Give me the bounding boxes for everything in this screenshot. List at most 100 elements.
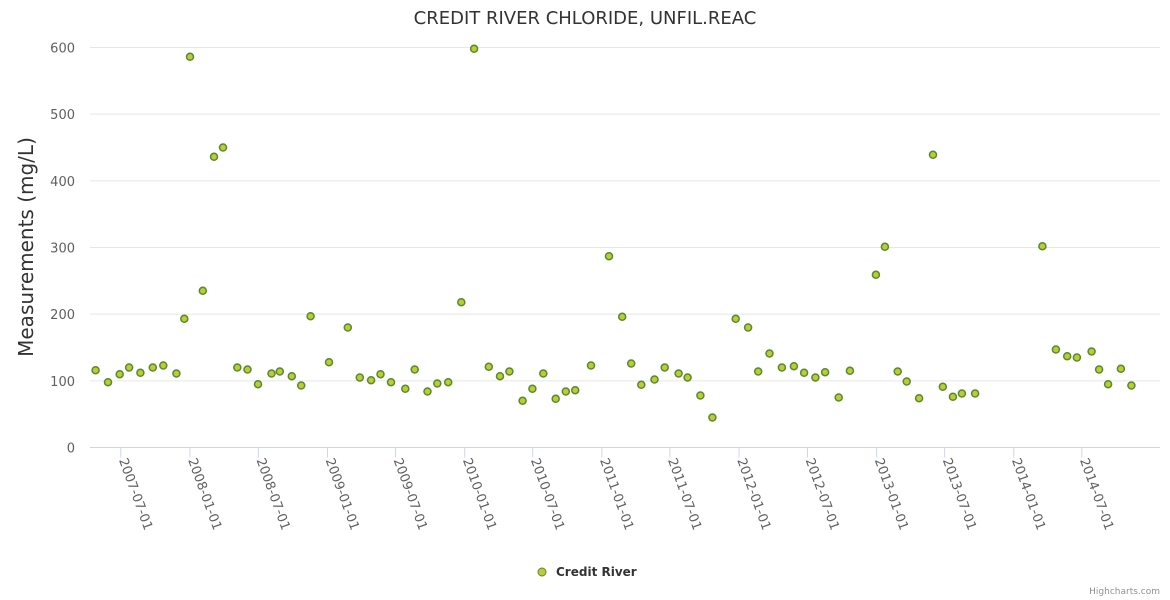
y-tick-label: 0	[67, 442, 75, 457]
data-point[interactable]	[218, 143, 228, 152]
data-point[interactable]	[811, 373, 820, 382]
data-point[interactable]	[115, 369, 124, 379]
data-point[interactable]	[938, 382, 948, 392]
data-point[interactable]	[324, 357, 334, 367]
data-point[interactable]	[731, 314, 740, 324]
data-point[interactable]	[696, 391, 705, 400]
data-point[interactable]	[561, 387, 571, 396]
data-point[interactable]	[505, 367, 514, 376]
data-point[interactable]	[743, 323, 753, 332]
data-point[interactable]	[914, 393, 924, 403]
data-point[interactable]	[306, 311, 315, 321]
data-point[interactable]	[539, 369, 548, 378]
data-point[interactable]	[443, 377, 453, 387]
data-point[interactable]	[902, 377, 911, 386]
y-tick-label: 500	[50, 108, 75, 123]
data-point[interactable]	[604, 251, 614, 261]
data-point[interactable]	[570, 385, 580, 395]
data-point[interactable]	[376, 369, 385, 379]
data-point[interactable]	[970, 389, 980, 398]
data-point[interactable]	[1072, 353, 1082, 362]
legend-label[interactable]: Credit River	[556, 565, 637, 579]
data-point[interactable]	[637, 380, 646, 390]
data-point[interactable]	[777, 363, 787, 372]
data-point[interactable]	[650, 375, 659, 384]
data-point[interactable]	[551, 394, 560, 404]
data-point[interactable]	[366, 375, 376, 385]
data-point[interactable]	[753, 367, 763, 376]
y-tick-label: 400	[50, 175, 75, 190]
y-axis-ticks: 0 100 200 300 400 500 600	[50, 42, 75, 457]
data-point[interactable]	[660, 363, 669, 372]
y-axis-label: Measurements (mg/L)	[14, 137, 38, 357]
data-point[interactable]	[1103, 379, 1113, 389]
data-point[interactable]	[124, 363, 134, 372]
data-point[interactable]	[1038, 241, 1047, 251]
data-point[interactable]	[880, 242, 890, 252]
data-point[interactable]	[410, 365, 419, 374]
data-point[interactable]	[386, 377, 396, 387]
legend-marker[interactable]	[537, 567, 547, 577]
data-point[interactable]	[1127, 381, 1136, 390]
data-point[interactable]	[1116, 364, 1126, 374]
data-point[interactable]	[495, 371, 505, 381]
data-point[interactable]	[423, 387, 432, 396]
chart-title: CREDIT RIVER CHLORIDE, UNFIL.REAC	[414, 8, 757, 29]
data-point[interactable]	[674, 369, 683, 378]
data-point[interactable]	[957, 389, 967, 398]
data-point[interactable]	[180, 314, 189, 324]
data-point[interactable]	[1051, 345, 1061, 354]
data-point[interactable]	[708, 413, 717, 422]
data-point[interactable]	[484, 362, 494, 372]
data-point[interactable]	[626, 359, 636, 368]
data-point[interactable]	[343, 323, 353, 332]
data-point[interactable]	[185, 52, 195, 62]
data-point[interactable]	[287, 371, 297, 381]
data-point[interactable]	[103, 377, 113, 387]
data-point[interactable]	[136, 368, 145, 378]
data-point[interactable]	[469, 44, 479, 54]
data-point[interactable]	[457, 297, 466, 307]
data-point[interactable]	[296, 381, 306, 390]
data-point[interactable]	[948, 392, 958, 402]
data-point[interactable]	[928, 150, 938, 160]
data-point[interactable]	[275, 367, 285, 376]
data-point[interactable]	[893, 367, 902, 376]
data-point[interactable]	[253, 379, 263, 389]
data-point[interactable]	[789, 361, 799, 371]
data-point[interactable]	[243, 365, 252, 374]
data-point[interactable]	[871, 270, 881, 280]
data-point[interactable]	[799, 368, 809, 378]
data-point[interactable]	[198, 286, 208, 296]
legend[interactable]: Credit River	[537, 565, 637, 579]
data-point[interactable]	[820, 367, 830, 377]
data-point[interactable]	[159, 361, 168, 370]
data-point[interactable]	[617, 312, 627, 322]
y-tick-label: 300	[50, 242, 75, 257]
y-tick-label: 600	[50, 42, 75, 57]
data-point[interactable]	[834, 393, 843, 402]
data-point[interactable]	[355, 373, 365, 382]
data-point[interactable]	[91, 365, 100, 375]
data-point[interactable]	[845, 366, 855, 376]
data-point[interactable]	[765, 349, 774, 358]
data-point[interactable]	[528, 384, 537, 394]
data-point[interactable]	[683, 373, 692, 382]
data-point[interactable]	[1094, 365, 1104, 374]
data-point[interactable]	[433, 379, 442, 388]
data-point[interactable]	[401, 384, 410, 394]
data-point[interactable]	[267, 369, 276, 378]
data-point[interactable]	[209, 152, 219, 162]
data-point[interactable]	[586, 361, 596, 370]
grid-lines	[90, 47, 1160, 382]
y-tick-label: 100	[50, 375, 75, 390]
series-credit-river[interactable]	[91, 44, 1136, 422]
data-point[interactable]	[1087, 347, 1096, 356]
data-point[interactable]	[518, 396, 527, 406]
data-point[interactable]	[148, 363, 158, 372]
data-point[interactable]	[1062, 351, 1072, 361]
data-point[interactable]	[172, 369, 181, 378]
credits-link[interactable]: Highcharts.com	[1089, 587, 1160, 597]
data-point[interactable]	[233, 363, 242, 372]
